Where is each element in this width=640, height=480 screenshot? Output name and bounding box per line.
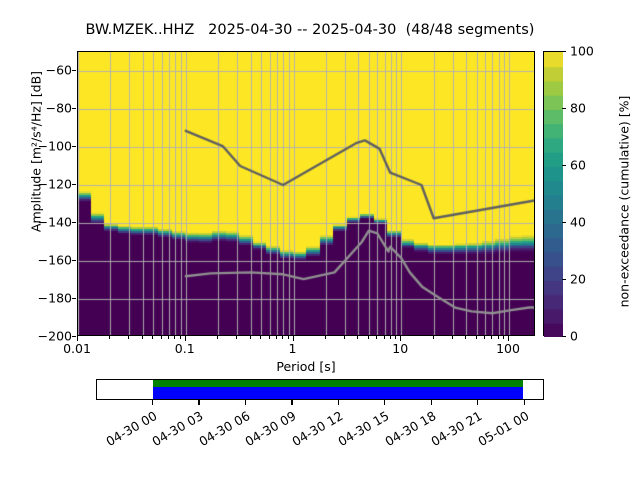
y-tick-mark [72,222,76,224]
plot-gridlines [78,52,534,335]
y-tick-mark [72,146,76,148]
y-axis-ticks: −60 −80 −100 −120 −140 −160 −180 −200 [14,51,72,344]
colorbar-tick-label: 80 [570,100,586,116]
x-tick-minor [128,336,130,339]
timeline-tick-mark [477,400,479,405]
x-tick-minor [236,336,238,339]
data-coverage-timeline [96,379,544,400]
x-tick-minor [376,336,378,339]
x-tick-minor [484,336,486,339]
colorbar-tick-label: 40 [570,214,586,230]
colorbar-tick-mark [562,51,566,53]
x-tick-label: 10 [392,341,409,356]
y-tick-label: −60 [45,62,72,78]
timeline-tick-mark [244,400,247,405]
x-tick-minor [287,336,289,339]
x-tick-minor [141,336,143,339]
y-tick-mark [72,260,76,262]
colorbar-tick-label: 60 [570,157,586,173]
x-tick-label: 1 [288,341,297,356]
x-tick-minor [475,336,477,339]
y-tick-label: −80 [45,100,72,116]
colorbar-tick-mark [562,165,566,167]
y-tick-label: −200 [37,328,72,344]
y-tick-label: −120 [37,176,72,192]
timeline-tick-mark [384,400,386,405]
ppsd-plot-area [77,51,535,336]
x-tick-mark [184,336,186,341]
colorbar-tick-mark [562,336,566,338]
x-tick-minor [152,336,154,339]
x-tick-minor [367,336,369,339]
colorbar-tick-mark [562,222,566,224]
x-tick-minor [174,336,176,339]
x-tick-minor [503,336,505,339]
x-tick-minor [357,336,359,339]
colorbar-tick-mark [562,279,566,281]
x-tick-minor [249,336,251,339]
x-tick-label: 0.1 [174,341,195,356]
x-tick-label: 100 [496,341,520,356]
timeline-tick-mark [291,400,293,405]
y-tick-label: −100 [37,138,72,154]
figure-title: BW.MZEK..HHZ 2025-04-30 -- 2025-04-30 (4… [85,22,535,38]
timeline-tick-mark [152,400,154,405]
x-tick-minor [282,336,284,339]
timeline-tick-mark [337,400,339,405]
y-tick-label: −140 [37,214,72,230]
x-tick-minor [389,336,391,339]
data-coverage-blue [152,386,523,399]
x-tick-mark [292,336,294,341]
x-tick-minor [109,336,111,339]
x-tick-minor [160,336,162,339]
y-tick-label: −180 [37,290,72,306]
colorbar-tick-label: 20 [570,271,586,287]
x-tick-minor [260,336,262,339]
x-tick-minor [217,336,219,339]
y-tick-mark [72,336,76,338]
x-tick-minor [491,336,493,339]
x-tick-minor [275,336,277,339]
y-axis-label: Amplitude [m²/s⁴/Hz] [dB] [28,70,44,233]
colorbar-tick-label: 100 [570,43,594,59]
x-tick-mark [77,336,79,341]
x-tick-label: 0.01 [63,341,91,356]
y-tick-mark [72,298,76,300]
colorbar-label: non-exceedance (cumulative) [%] [616,95,632,308]
colorbar [543,51,563,337]
y-tick-label: −160 [37,252,72,268]
x-tick-minor [179,336,181,339]
data-coverage-green [152,380,523,387]
x-axis-label: Period [s] [276,359,336,374]
timeline-tick-mark [523,400,525,405]
colorbar-tick-label: 0 [570,328,578,344]
x-tick-minor [343,336,345,339]
x-tick-minor [168,336,170,339]
y-tick-mark [72,184,76,186]
colorbar-tick-mark [562,108,566,110]
x-tick-minor [383,336,385,339]
colorbar-gradient [544,52,563,337]
x-tick-minor [395,336,397,339]
x-tick-mark [400,336,402,341]
timeline-tick-mark [198,400,200,405]
y-tick-mark [72,70,76,72]
x-tick-minor [432,336,434,339]
ppsd-histogram-canvas [78,52,534,335]
x-tick-mark [508,336,510,341]
y-tick-mark [72,108,76,110]
x-tick-minor [451,336,453,339]
x-tick-minor [324,336,326,339]
x-tick-minor [497,336,499,339]
x-tick-minor [268,336,270,339]
timeline-tick-mark [430,400,432,405]
x-tick-minor [465,336,467,339]
